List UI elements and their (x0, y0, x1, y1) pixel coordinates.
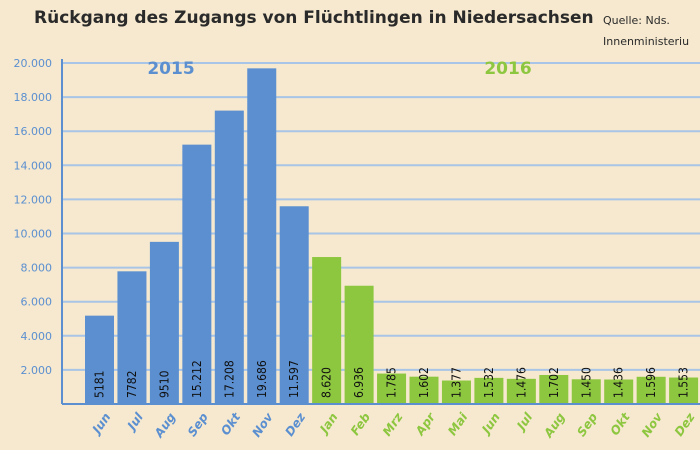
bar (441, 380, 471, 404)
value-label: 6.936 (352, 367, 366, 398)
bar (474, 377, 504, 404)
value-label: 1.532 (482, 367, 496, 398)
value-label: 1.702 (547, 367, 561, 398)
x-tick-label: Feb (348, 410, 373, 438)
x-tick-label: Jun (478, 410, 503, 437)
bar (279, 206, 309, 404)
value-label: 1.596 (644, 367, 658, 398)
y-tick-label: 4.000 (21, 330, 53, 343)
x-tick-label: Dez (282, 409, 308, 438)
y-tick-label: 10.000 (14, 228, 53, 241)
x-tick-label: Sep (185, 410, 211, 439)
y-tick-label: 2.000 (21, 364, 53, 377)
y-tick-label: 8.000 (21, 262, 53, 275)
x-tick-label: Jul (513, 410, 536, 434)
year-label: 2016 (484, 59, 531, 79)
x-tick-label: Jul (124, 410, 147, 434)
value-label: 8.620 (320, 367, 334, 398)
source-line-1: Quelle: Nds. (603, 14, 670, 27)
bar (214, 110, 244, 404)
x-tick-label: Jun (89, 410, 114, 437)
bar (85, 315, 114, 404)
x-tick-label: Mai (445, 410, 471, 439)
value-label: 19.686 (255, 360, 269, 398)
value-label: 1.476 (514, 367, 528, 398)
value-label: 17.208 (222, 360, 236, 398)
y-tick-label: 6.000 (21, 296, 53, 309)
x-tick-label: Dez (672, 409, 698, 438)
x-tick-label: Nov (639, 409, 666, 439)
value-labels: 5181 7782 9510 15.212 17.208 19.686 11.597 8.62… (93, 360, 691, 398)
year-label: 2015 (147, 59, 194, 79)
bar (636, 376, 666, 404)
value-label: 1.377 (449, 367, 463, 398)
x-tick-label: Apr (412, 409, 438, 438)
bar (377, 373, 407, 404)
value-label: 7782 (125, 371, 139, 398)
x-tick-label: Jan (316, 410, 341, 437)
y-tick-label: 14.000 (14, 159, 53, 172)
x-tick-label: Nov (249, 409, 276, 439)
x-tick-label: Okt (218, 409, 244, 438)
bars (85, 68, 699, 404)
value-label: 5181 (93, 371, 107, 398)
bar (344, 285, 374, 404)
year-labels: 2015 2016 (147, 59, 531, 79)
bar (182, 144, 212, 404)
value-label: 15.212 (190, 360, 204, 398)
value-label: 1.436 (612, 367, 626, 398)
value-label: 9510 (157, 370, 171, 398)
y-tick-label: 18.000 (14, 91, 53, 104)
value-label: 1.785 (385, 367, 399, 398)
y-tick-label: 16.000 (14, 125, 53, 138)
x-tick-label: Okt (608, 409, 634, 438)
chart-title: Rückgang des Zugangs von Flüchtlingen in… (34, 8, 594, 28)
value-label: 11.597 (287, 360, 301, 398)
y-axis-ticks: 2.000 4.000 6.000 8.000 10.000 12.000 14.000 16… (14, 57, 53, 377)
bar (604, 379, 634, 404)
bar (247, 68, 277, 404)
bar (571, 379, 601, 404)
x-tick-label: Aug (541, 410, 568, 441)
source-line-2: Innenministeriu (603, 35, 690, 48)
x-axis-ticks: Jun Jul Aug Sep Okt Nov Dez Jan Feb Mrz Apr Mai Jun J… (89, 409, 699, 441)
bar (149, 241, 179, 404)
value-label: 1.450 (579, 367, 593, 398)
x-tick-label: Mrz (380, 409, 406, 438)
value-label: 1.553 (677, 367, 691, 398)
bar (409, 376, 439, 404)
bar (669, 377, 699, 404)
x-tick-label: Aug (151, 410, 178, 441)
value-label: 1.602 (417, 367, 431, 398)
y-tick-label: 12.000 (14, 193, 53, 206)
source-note: Quelle: Nds. Innenministeriu (603, 10, 700, 52)
bar (539, 374, 569, 404)
bar (506, 378, 536, 404)
bar (312, 257, 342, 404)
x-tick-label: Sep (574, 410, 600, 439)
y-tick-label: 20.000 (14, 57, 53, 70)
bar (117, 271, 147, 404)
